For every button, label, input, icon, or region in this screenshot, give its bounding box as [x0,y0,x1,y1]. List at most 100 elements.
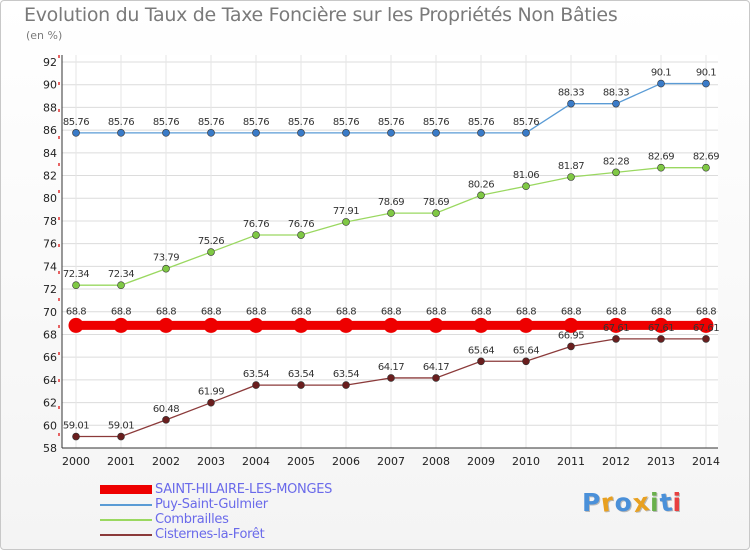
data-label-cisternes-la-foret: 67.61 [603,323,629,334]
x-tick-label: 2004 [242,455,270,468]
data-point-cisternes-la-foret [72,432,80,441]
x-tick-label: 2010 [512,455,540,468]
logo-letter: i [672,488,683,517]
data-label-saint-hilaire-les-monges: 68.8 [336,306,356,317]
data-point-cisternes-la-foret [702,335,710,343]
data-point-cisternes-la-foret [567,342,575,351]
data-label-combrailles: 82.69 [648,152,674,163]
data-label-saint-hilaire-les-monges: 68.8 [471,306,491,317]
data-point-saint-hilaire-les-monges [113,317,129,333]
data-point-combrailles [567,173,575,181]
data-point-saint-hilaire-les-monges [698,317,714,333]
data-point-cisternes-la-foret [432,374,440,382]
legend-label: Cisternes-la-Forêt [155,527,265,542]
y-tick-label: 90 [43,79,57,92]
data-label-combrailles: 72.34 [63,269,89,280]
data-point-saint-hilaire-les-monges [68,317,84,333]
data-label-puy-saint-gulmier: 85.76 [153,117,179,128]
data-label-saint-hilaire-les-monges: 68.8 [291,306,311,317]
data-point-combrailles [477,191,485,200]
data-label-puy-saint-gulmier: 85.76 [288,117,314,128]
x-tick-label: 2001 [107,455,135,468]
data-point-cisternes-la-foret [162,416,170,424]
x-tick-label: 2003 [197,455,225,468]
data-point-saint-hilaire-les-monges [653,317,669,333]
data-point-cisternes-la-foret [612,335,620,343]
x-tick-label: 2006 [332,455,360,468]
x-tick-label: 2012 [602,455,630,468]
data-point-cisternes-la-foret [657,335,665,343]
data-point-saint-hilaire-les-monges [293,317,309,333]
y-tick-label: 72 [43,283,57,296]
logo-letter: i [650,488,660,517]
legend-swatch [100,519,152,521]
logo-letter: x [630,486,652,519]
data-point-combrailles [72,281,80,289]
data-label-cisternes-la-foret: 66.95 [558,330,584,341]
legend-label: Puy-Saint-Gulmier [155,497,268,512]
data-label-combrailles: 73.79 [153,253,179,264]
x-tick-label: 2014 [692,455,720,468]
logo-letter: P [582,488,602,517]
data-point-puy-saint-gulmier [522,129,530,137]
data-point-puy-saint-gulmier [342,129,350,137]
data-label-combrailles: 82.69 [693,152,719,163]
data-label-cisternes-la-foret: 59.01 [108,421,134,432]
data-label-cisternes-la-foret: 67.61 [693,323,719,334]
legend-swatch [100,504,152,506]
legend-swatch [100,534,152,536]
data-label-combrailles: 76.76 [288,219,314,230]
data-label-puy-saint-gulmier: 90.1 [696,68,716,79]
data-label-saint-hilaire-les-monges: 68.8 [66,306,86,317]
data-point-cisternes-la-foret [522,357,530,366]
data-point-puy-saint-gulmier [477,129,485,137]
data-point-combrailles [657,163,665,172]
data-point-puy-saint-gulmier [207,129,215,137]
data-point-puy-saint-gulmier [252,129,260,137]
data-point-combrailles [252,231,260,239]
data-label-saint-hilaire-les-monges: 68.8 [381,306,401,317]
data-point-cisternes-la-foret [387,374,395,382]
data-label-combrailles: 82.28 [603,156,629,167]
series-layer [68,79,714,441]
legend-label: Combrailles [155,512,229,527]
data-point-saint-hilaire-les-monges [383,317,399,333]
data-label-saint-hilaire-les-monges: 68.8 [606,306,626,317]
x-tick-label: 2002 [152,455,180,468]
x-tick-label: 2013 [647,455,675,468]
proxiti-logo: Proxiti [582,486,683,519]
data-label-puy-saint-gulmier: 85.76 [108,117,134,128]
data-label-combrailles: 76.76 [243,219,269,230]
data-label-cisternes-la-foret: 67.61 [648,323,674,334]
y-tick-label: 70 [43,306,57,319]
data-point-saint-hilaire-les-monges [203,317,219,333]
data-label-saint-hilaire-les-monges: 68.8 [111,306,131,317]
legend-label: SAINT-HILAIRE-LES-MONGES [155,482,333,497]
data-label-puy-saint-gulmier: 88.33 [558,88,584,99]
data-point-puy-saint-gulmier [432,129,440,137]
y-tick-label: 80 [43,192,57,205]
data-label-cisternes-la-foret: 65.64 [513,345,539,356]
data-label-cisternes-la-foret: 59.01 [63,421,89,432]
data-label-combrailles: 72.34 [108,269,134,280]
data-label-saint-hilaire-les-monges: 68.8 [156,306,176,317]
y-tick-label: 86 [43,124,57,137]
data-label-puy-saint-gulmier: 85.76 [333,117,359,128]
logo-letter: o [614,488,633,517]
data-point-puy-saint-gulmier [162,129,170,137]
y-tick-label: 74 [43,260,57,273]
data-label-puy-saint-gulmier: 85.76 [378,117,404,128]
data-point-puy-saint-gulmier [567,99,575,108]
y-tick-label: 64 [43,374,57,387]
data-point-saint-hilaire-les-monges [473,317,489,333]
data-point-combrailles [432,209,440,217]
data-label-cisternes-la-foret: 63.54 [288,369,314,380]
data-point-puy-saint-gulmier [657,79,665,88]
y-tick-label: 92 [43,56,57,69]
data-label-combrailles: 81.06 [513,170,539,181]
data-point-saint-hilaire-les-monges [248,317,264,333]
data-label-saint-hilaire-les-monges: 68.8 [201,306,221,317]
data-point-saint-hilaire-les-monges [428,317,444,333]
data-point-saint-hilaire-les-monges [608,317,624,333]
